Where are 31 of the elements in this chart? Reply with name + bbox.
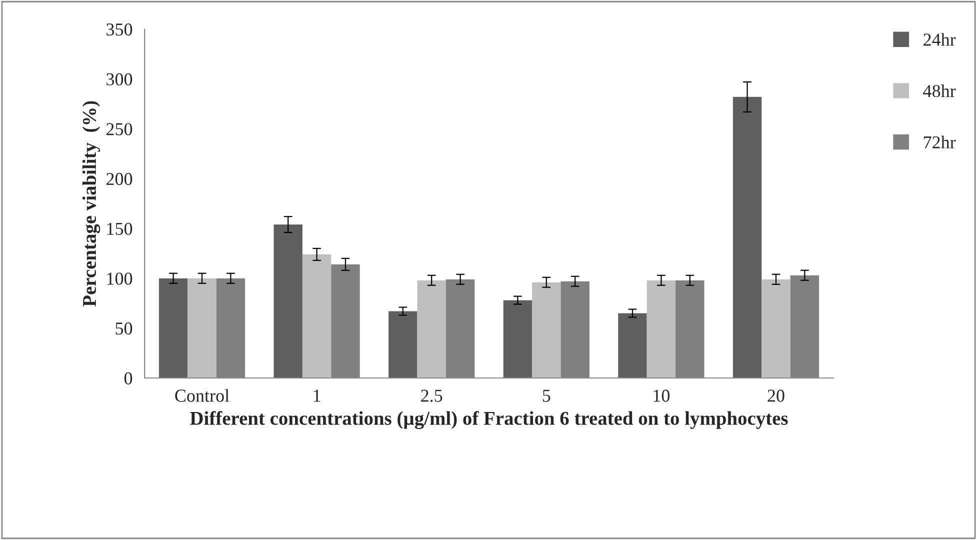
legend-label: 48hr bbox=[923, 84, 956, 98]
legend-label: 24hr bbox=[924, 33, 956, 46]
y-tick-label: 250 bbox=[106, 123, 132, 136]
bar bbox=[274, 224, 302, 378]
y-tick-label: 200 bbox=[106, 172, 132, 186]
y-tick-label: 100 bbox=[107, 272, 132, 285]
y-tick-label: 0 bbox=[124, 372, 132, 384]
y-tick-label: 300 bbox=[106, 73, 132, 86]
x-tick-label: 1 bbox=[314, 390, 320, 402]
y-tick-label: 350 bbox=[106, 23, 132, 36]
x-tick-label: 20 bbox=[768, 390, 784, 402]
x-tick-label: Control bbox=[175, 389, 230, 402]
x-tick-label: 2.5 bbox=[421, 390, 442, 402]
legend-label: 72hr bbox=[924, 136, 956, 148]
bar bbox=[732, 96, 762, 378]
y-axis-title: Percentage viability (%) bbox=[82, 101, 100, 306]
y-tick-label: 150 bbox=[107, 222, 132, 235]
bar bbox=[618, 313, 647, 378]
bar bbox=[503, 300, 532, 378]
bar bbox=[417, 280, 446, 378]
bar bbox=[762, 279, 790, 378]
bar bbox=[302, 254, 332, 378]
x-axis-title: Different concentrations (µg/ml) of Fraction 6 treated on to lymphocytes bbox=[190, 411, 788, 430]
y-tick-label: 50 bbox=[116, 322, 132, 335]
bar bbox=[646, 280, 676, 378]
bar bbox=[532, 282, 561, 378]
x-tick-label: 10 bbox=[654, 390, 670, 402]
bar bbox=[188, 278, 216, 378]
x-tick-label: 5 bbox=[542, 390, 550, 402]
bar bbox=[388, 311, 418, 378]
bar bbox=[158, 278, 188, 378]
